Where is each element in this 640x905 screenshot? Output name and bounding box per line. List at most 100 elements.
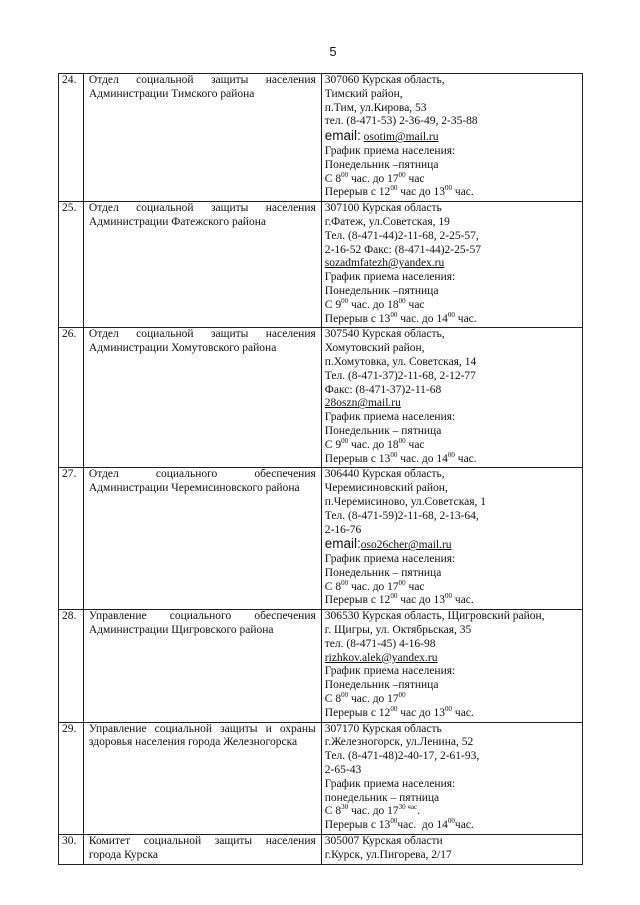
organization: Отдел социальной защиты населения Админи… bbox=[82, 72, 322, 203]
address-line: 307170 Курская область bbox=[324, 722, 442, 735]
address-line: Факс: (8-471-37)2-11-68 bbox=[324, 383, 442, 396]
address-line: Хомутовский район, bbox=[324, 342, 425, 355]
address-line: График приема населения: bbox=[324, 553, 456, 566]
email-label: email: bbox=[324, 128, 361, 144]
address-line: Тел. (8-471-44)2-11-68, 2-25-57, bbox=[324, 229, 479, 242]
row-number: 26. bbox=[58, 327, 84, 469]
address: 307540 Курская область, Хомутовский район… bbox=[320, 327, 584, 469]
email-link: rizhkov.alek@yandex.ru bbox=[324, 651, 438, 664]
address-line: Понедельник –пятница bbox=[324, 284, 439, 297]
organization: Комитет социальной защиты населения горо… bbox=[82, 834, 322, 865]
address-line: email:oso26cher@mail.ru bbox=[325, 537, 579, 553]
text: час. bbox=[452, 706, 474, 719]
row-number: 24. bbox=[58, 72, 84, 203]
address-line: 307060 Курская область, bbox=[324, 74, 445, 86]
address-line: Понедельник – пятница bbox=[324, 424, 442, 437]
address-line: График приема населения: bbox=[324, 144, 456, 157]
address: 307100 Курская область г.Фатеж, ул.Советс… bbox=[320, 201, 584, 329]
superscript: 00 bbox=[398, 170, 406, 179]
row-number: 27. bbox=[58, 467, 84, 611]
address-line: С 800 час. до 1700 bbox=[325, 691, 579, 707]
address-line: 2-65-43 bbox=[324, 764, 362, 777]
organization: Отдел социальной защиты населения Админи… bbox=[82, 327, 322, 469]
superscript: 00 bbox=[398, 691, 406, 700]
text: Перерыв с 13 bbox=[324, 819, 391, 832]
superscript: 00 bbox=[445, 184, 453, 193]
table-row: 27. Отдел социального обеспечения Админис… bbox=[58, 467, 584, 611]
table-row: 26. Отдел социальной защиты населения Адм… bbox=[58, 327, 584, 469]
address-line: Тимский район, bbox=[324, 87, 403, 100]
text: Перерыв с 12 bbox=[324, 594, 391, 607]
address-line: С 900 час. до 1800 час bbox=[325, 436, 579, 453]
text: час. до 17 bbox=[348, 693, 399, 706]
address-line: График приема населения: bbox=[324, 665, 456, 678]
address-line: п.Черемисиново, ул.Советская, 1 bbox=[324, 495, 487, 508]
address-line: 28oszn@mail.ru bbox=[325, 397, 579, 411]
table-row: 24. Отдел социальной защиты населения Адм… bbox=[58, 72, 584, 203]
address-line: sozadmfatezh@yandex.ru bbox=[325, 257, 579, 271]
text: час. до 18 bbox=[348, 298, 399, 311]
superscript: 00 bbox=[445, 704, 453, 713]
table-body: 24. Отдел социальной защиты населения Адм… bbox=[58, 72, 584, 865]
text: Перерыв с 13 bbox=[324, 312, 391, 325]
text: час. bbox=[452, 594, 474, 607]
superscript: 00 bbox=[341, 170, 349, 179]
address-line: График приема населения: bbox=[324, 271, 456, 284]
text: Перерыв с 12 bbox=[324, 706, 391, 719]
superscript: 00 bbox=[398, 578, 406, 587]
text: час. bbox=[454, 452, 477, 465]
address-line: 306530 Курская область, Щигровский район… bbox=[324, 610, 545, 623]
superscript: 00 bbox=[447, 450, 455, 459]
address-line: Тел. (8-471-59)2-11-68, 2-13-64, bbox=[324, 509, 479, 522]
text: час. до 18 bbox=[348, 438, 399, 451]
address-line: 2-16-52 Факс: (8-471-44)2-25-57 bbox=[324, 243, 481, 256]
superscript: 00 bbox=[390, 184, 398, 193]
text: час. до 17 bbox=[348, 172, 399, 185]
superscript: 00 bbox=[447, 817, 455, 826]
row-number: 29. bbox=[58, 721, 84, 836]
address: 306530 Курская область, Щигровский район… bbox=[320, 609, 584, 723]
text: Перерыв с 12 bbox=[324, 186, 391, 199]
superscript: 00 bbox=[398, 436, 406, 445]
address: 307170 Курская область г.Железногорск, ул… bbox=[320, 721, 584, 836]
row-number: 28. bbox=[58, 609, 84, 723]
text: С 9 bbox=[324, 298, 342, 311]
superscript: 00 bbox=[390, 817, 398, 826]
address-line: С 800 час. до 1700 час bbox=[325, 578, 579, 595]
address-line: Понедельник – пятница bbox=[324, 566, 442, 579]
address-line: email: osotim@mail.ru bbox=[325, 129, 579, 145]
table-row: 30. Комитет социальной защиты населения г… bbox=[58, 834, 584, 865]
superscript: 00 bbox=[398, 296, 406, 305]
superscript: 00 bbox=[341, 691, 349, 700]
superscript: 00 bbox=[341, 578, 349, 587]
address-line: Перерыв с 1300 час. до 1400 час. bbox=[324, 310, 579, 327]
superscript: 00 bbox=[390, 310, 398, 319]
organization: Отдел социальной защиты населения Админи… bbox=[82, 201, 322, 329]
address-line: С 800 час. до 1700 час bbox=[325, 170, 579, 187]
text: час. до 14 bbox=[397, 312, 448, 325]
page-number: 5 bbox=[329, 44, 337, 59]
address-line: С 830 час. до 1730 час. bbox=[325, 804, 579, 819]
row-number: 30. bbox=[58, 834, 84, 865]
table-row: 29. Управление социальной защиты и охраны… bbox=[58, 721, 584, 836]
superscript: 00 bbox=[341, 436, 349, 445]
address-line: 307100 Курская область bbox=[324, 202, 442, 215]
address-line: Перерыв с 1200 час до 1300 час. bbox=[324, 184, 579, 200]
organization: Управление социальной защиты и охраны зд… bbox=[82, 721, 322, 836]
text: час до 13 bbox=[397, 186, 446, 199]
email-link: sozadmfatezh@yandex.ru bbox=[324, 257, 445, 270]
email-link: 28oszn@mail.ru bbox=[324, 397, 401, 410]
address-line: понедельник – пятница bbox=[324, 791, 440, 804]
text: час. до 14 bbox=[397, 452, 448, 465]
address: 306440 Курская область, Черемисиновский р… bbox=[320, 467, 584, 611]
row-number: 25. bbox=[58, 201, 84, 329]
address-line: 307540 Курская область, bbox=[324, 328, 445, 341]
text: час bbox=[405, 172, 425, 185]
address-line: п.Хомутовка, ул. Советская, 14 bbox=[324, 355, 477, 368]
address: 307060 Курская область, Тимский район, п.Т… bbox=[320, 72, 584, 203]
address-line: График приема населения: bbox=[324, 411, 456, 424]
text: час до 13 bbox=[397, 594, 446, 607]
address-line: Понедельник –пятница bbox=[324, 679, 439, 692]
superscript: 00 bbox=[445, 592, 453, 601]
